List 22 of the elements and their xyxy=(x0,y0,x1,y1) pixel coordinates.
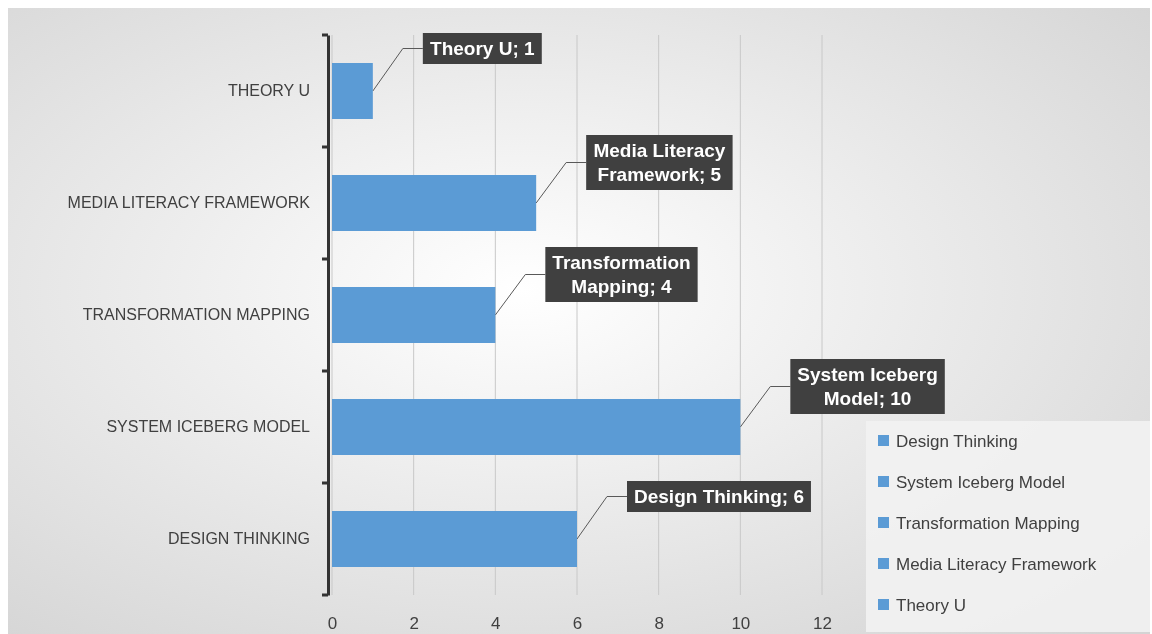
data-label: Theory U; 1 xyxy=(430,38,535,59)
legend-label: Media Literacy Framework xyxy=(896,555,1097,574)
data-label: Design Thinking; 6 xyxy=(634,486,804,507)
x-tick-label: 12 xyxy=(813,614,832,634)
y-tick-label: SYSTEM ICEBERG MODEL xyxy=(106,418,311,436)
data-label: Transformation Mapping; 4 xyxy=(552,252,691,297)
x-tick-label: 6 xyxy=(572,614,583,634)
legend-label: Design Thinking xyxy=(896,432,1018,451)
x-tick-label: 0 xyxy=(327,614,338,634)
legend-label: Theory U xyxy=(896,596,966,615)
y-tick-label: THEORY U xyxy=(227,82,310,100)
x-tick-label: 8 xyxy=(654,614,664,634)
y-tick-label: MEDIA LITERACY FRAMEWORK xyxy=(67,194,311,212)
legend-label: System Iceberg Model xyxy=(896,473,1066,492)
legend-label: Transformation Mapping xyxy=(896,514,1080,533)
x-tick-label: 2 xyxy=(409,614,419,634)
x-tick-label: 4 xyxy=(491,614,501,634)
x-tick-label: 10 xyxy=(731,614,751,634)
data-label: Media Literacy Framework; 5 xyxy=(593,140,726,185)
y-tick-label: TRANSFORMATION MAPPING xyxy=(82,306,310,324)
y-tick-label: DESIGN THINKING xyxy=(168,530,310,548)
data-label: System Iceberg Model; 10 xyxy=(797,364,938,409)
